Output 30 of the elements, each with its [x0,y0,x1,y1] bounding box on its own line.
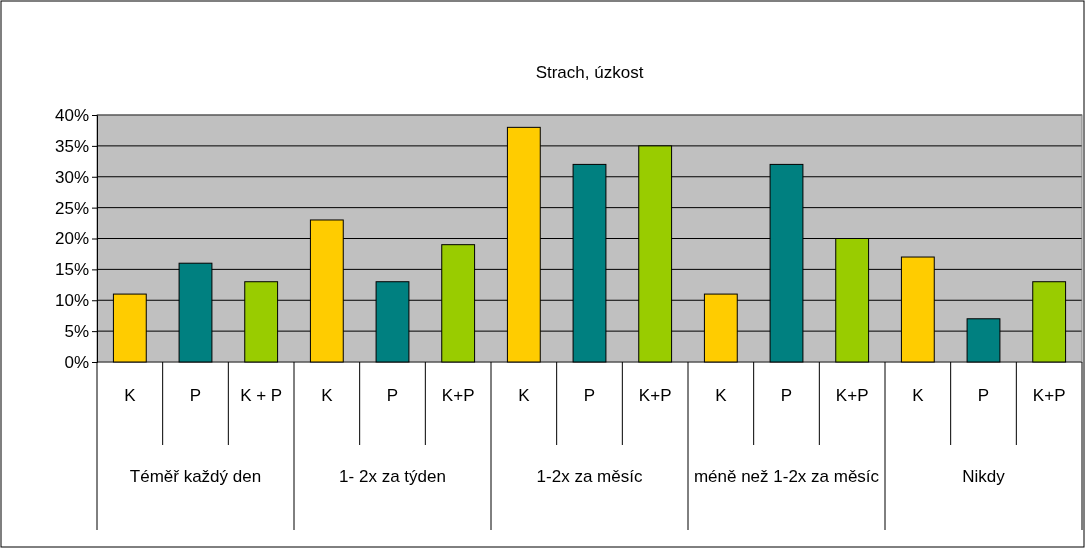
y-tick-label: 5% [64,322,89,342]
y-tick-label: 15% [54,260,89,280]
y-tick-label: 25% [54,198,89,218]
x-tick-label: P [386,386,399,405]
x-tick-label: K + P [240,386,283,405]
x-tick-label: K [912,386,925,405]
y-tick-label: 30% [54,167,89,187]
x-tick-label: K [518,386,531,405]
text: 1-2x za měsíc [536,467,643,486]
y-tick-label: 20% [54,229,89,249]
x-tick-label: K+P [638,386,672,405]
x-tick-label: K+P [441,386,475,405]
x-tick-label: K+P [835,386,869,405]
x-tick-label: K [715,386,728,405]
text: méně než 1-2x za měsíc [693,467,880,486]
x-tick-label: K [321,386,334,405]
text: 1- 2x za týden [339,467,446,486]
text: Nikdy [962,467,1006,486]
x-tick-label: K+P [1032,386,1066,405]
y-tick-label: 10% [54,291,89,311]
y-tick-label: 0% [64,352,89,372]
x-tick-label: P [189,386,202,405]
y-tick-label: 40% [54,105,89,125]
x-tick-label: K [124,386,137,405]
x-tick-label: P [780,386,793,405]
x-tick-label: P [583,386,596,405]
chart-title: Strach, úzkost [535,63,644,82]
text: Téměř každý den [129,467,262,486]
y-tick-label: 35% [54,136,89,156]
x-tick-label: P [977,386,990,405]
